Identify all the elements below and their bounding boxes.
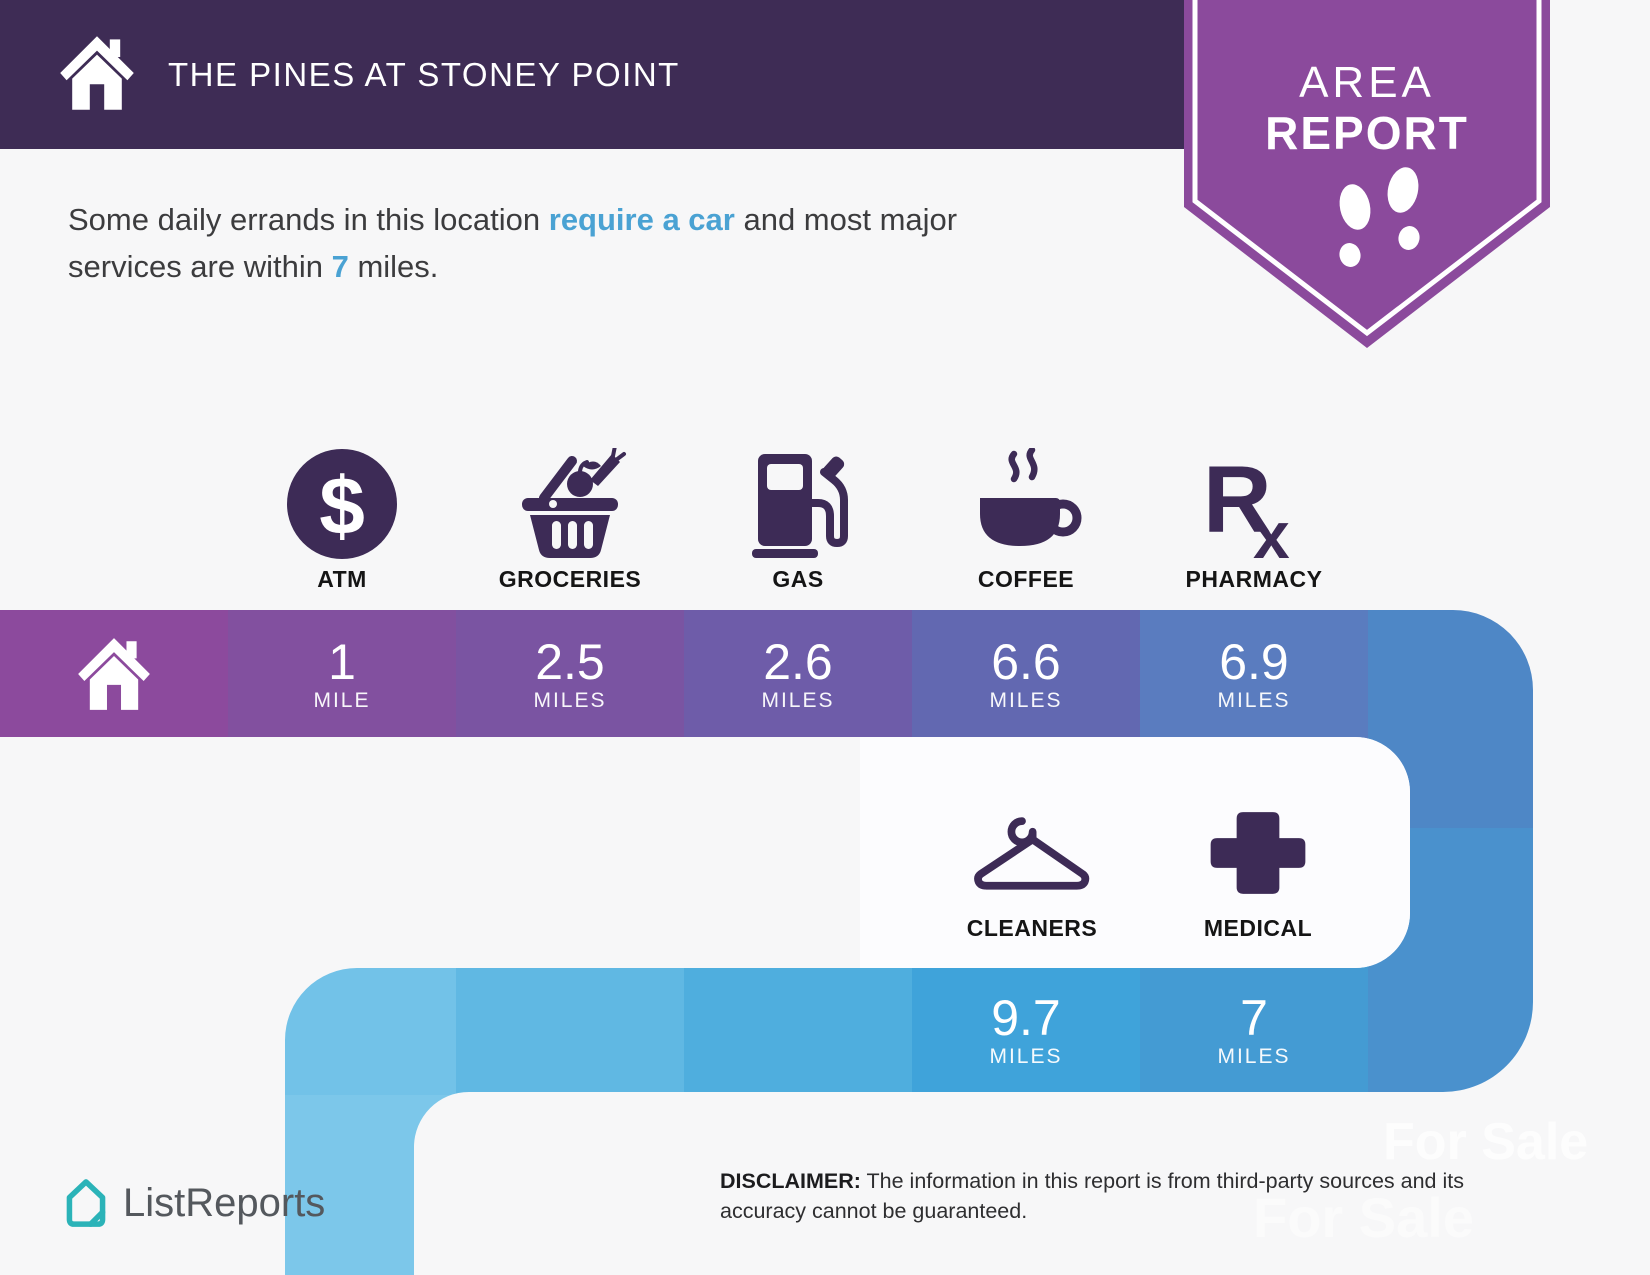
header-bar: THE PINES AT STONEY POINT	[0, 0, 1188, 149]
intro-line1-post: and most major	[734, 202, 958, 237]
disclaimer: DISCLAIMER: The information in this repo…	[720, 1166, 1515, 1226]
rx-icon: R x	[1203, 448, 1290, 560]
service-medical: MEDICAL	[1144, 797, 1372, 942]
distance-unit: MILES	[533, 688, 607, 712]
service-label: GROCERIES	[498, 566, 642, 592]
medical-cross-icon	[1210, 812, 1306, 894]
hanger-icon	[974, 817, 1090, 890]
service-label: CLEANERS	[966, 915, 1098, 941]
intro-line-1: Some daily errands in this location requ…	[68, 196, 1128, 243]
distance-unit: MILES	[761, 688, 835, 712]
distance-medical: 7 MILES	[1140, 968, 1368, 1092]
listreports-logo: ListReports	[63, 1178, 325, 1228]
badge-border	[1192, 0, 1542, 337]
distance-value: 7	[1240, 990, 1268, 1046]
intro-line-2: services are within 7 miles.	[68, 243, 1128, 290]
intro-line2-pre: services are within	[68, 249, 332, 284]
home-icon	[60, 36, 134, 110]
service-label: ATM	[317, 566, 367, 592]
service-pharmacy: R x PHARMACY	[1140, 448, 1368, 593]
intro-line2-post: miles.	[348, 249, 439, 284]
coffee-cup-icon	[980, 448, 1082, 546]
intro-highlight-miles: 7	[331, 249, 349, 284]
page-title: THE PINES AT STONEY POINT	[168, 56, 680, 93]
svg-text:R: R	[1203, 448, 1272, 553]
distance-value: 9.7	[991, 990, 1061, 1046]
distance-unit: MILE	[313, 688, 371, 712]
footprints-icon	[1339, 167, 1420, 267]
intro-line1-pre: Some daily errands in this location	[68, 202, 549, 237]
fuel-pump-icon	[752, 454, 848, 558]
distance-value: 2.6	[763, 633, 833, 690]
brand-name: ListReports	[123, 1180, 326, 1225]
connector-row2-mid	[684, 960, 912, 1095]
connector-row2-light	[456, 960, 684, 1095]
service-cleaners: CLEANERS	[918, 797, 1146, 942]
intro-text: Some daily errands in this location requ…	[68, 196, 1128, 290]
connector-row2-tail	[1368, 828, 1533, 1098]
distance-coffee: 6.6 MILES	[912, 610, 1140, 737]
home-icon	[78, 637, 150, 710]
service-coffee: COFFEE	[912, 448, 1140, 593]
distance-gas: 2.6 MILES	[684, 610, 912, 737]
disclaimer-text: The information in this report is from t…	[720, 1169, 1464, 1223]
dollar-circle-icon: $	[287, 449, 397, 559]
area-report-badge: AREA REPORT	[1184, 0, 1550, 348]
svg-text:$: $	[319, 461, 365, 552]
distance-unit: MILES	[1217, 1045, 1291, 1068]
intro-highlight-car: require a car	[548, 202, 735, 237]
service-atm: $ ATM	[228, 448, 456, 593]
distance-cleaners: 9.7 MILES	[912, 968, 1140, 1092]
badge-title-line2: REPORT	[1265, 107, 1469, 159]
watermark: For Sale	[1383, 1113, 1589, 1171]
service-label: PHARMACY	[1185, 566, 1323, 592]
service-label: MEDICAL	[1203, 915, 1313, 941]
grocery-basket-icon	[522, 448, 626, 558]
bar-home-cell	[0, 610, 228, 737]
distance-groceries: 2.5 MILES	[456, 610, 684, 737]
badge-title-line1: AREA	[1299, 58, 1435, 107]
service-gas: GAS	[684, 448, 912, 593]
service-groceries: GROCERIES	[456, 448, 684, 593]
disclaimer-label: DISCLAIMER:	[720, 1169, 861, 1193]
connector-row2-lightest	[228, 960, 456, 1095]
service-label: COFFEE	[977, 566, 1075, 592]
distance-value: 6.9	[1219, 633, 1289, 690]
distance-pharmacy: 6.9 MILES	[1140, 610, 1368, 737]
connector-row1-tail	[1368, 610, 1533, 828]
badge-shape	[1184, 0, 1550, 348]
service-label: GAS	[772, 566, 824, 592]
watermark: For Sale	[1253, 1186, 1474, 1249]
distance-unit: MILES	[989, 1045, 1063, 1068]
svg-text:x: x	[1253, 498, 1290, 560]
distance-value: 6.6	[991, 633, 1061, 690]
listreports-glyph-icon	[66, 1179, 106, 1227]
distance-value: 1	[328, 633, 356, 690]
distance-unit: MILES	[989, 688, 1063, 712]
distance-atm: 1 MILE	[228, 610, 456, 737]
distance-unit: MILES	[1217, 688, 1291, 712]
distance-value: 2.5	[535, 633, 605, 690]
